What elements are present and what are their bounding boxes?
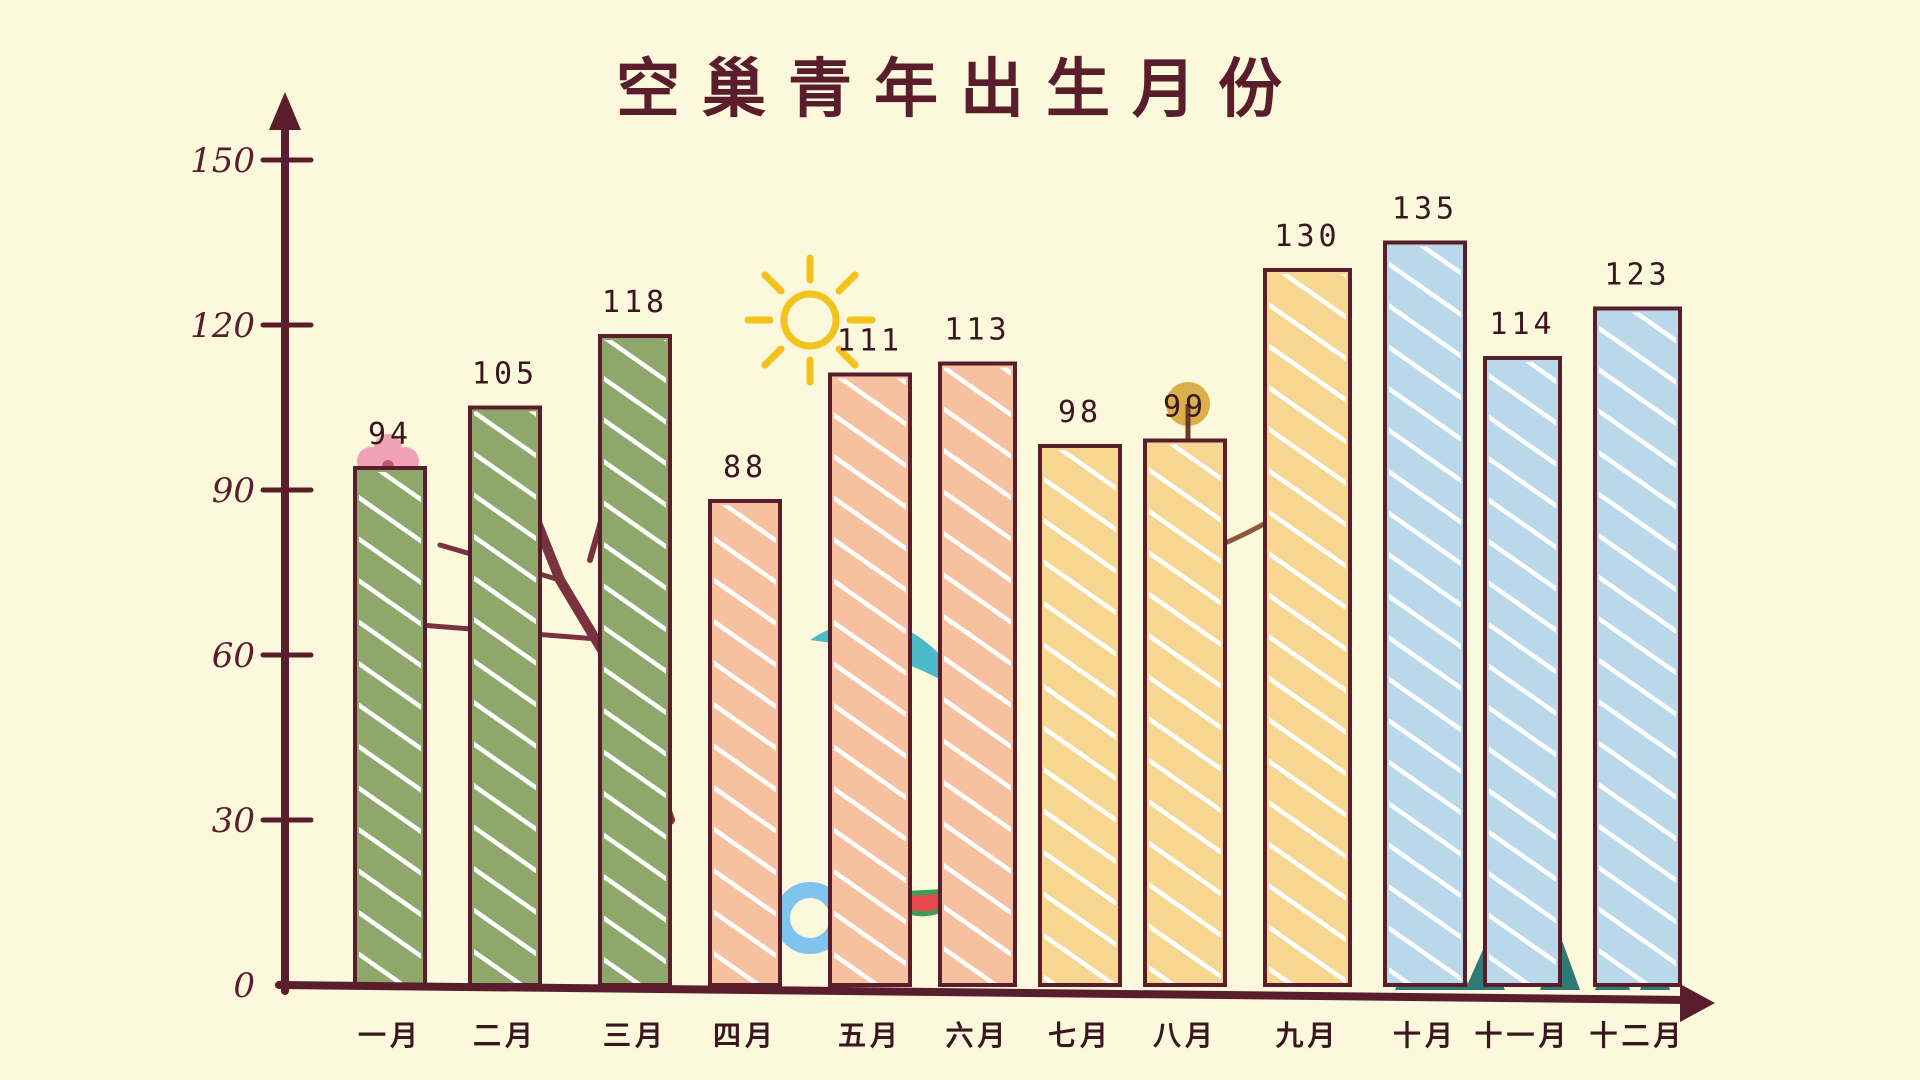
bar-6 (938, 361, 1017, 987)
bar-value-label: 88 (723, 450, 767, 485)
y-tick-label: 30 (212, 801, 255, 841)
bar-5 (828, 372, 912, 987)
bar-value-label: 99 (1163, 390, 1207, 425)
bar-value-label: 113 (944, 313, 1010, 348)
x-tick-label: 六月 (945, 1019, 1009, 1052)
bar-value-label: 98 (1058, 395, 1102, 430)
bars-layer (353, 240, 1682, 987)
x-tick-label: 一月 (358, 1019, 422, 1052)
bar-2 (468, 405, 542, 987)
x-tick-label: 八月 (1153, 1019, 1217, 1052)
bar-value-label: 111 (837, 324, 903, 359)
y-axis-arrow-icon (269, 92, 301, 130)
chart-title: 空巢青年出生月份 (616, 53, 1304, 127)
bar-stripes (1149, 444, 1221, 983)
axes-layer (260, 92, 1715, 1022)
y-tick-label: 0 (233, 966, 255, 1006)
x-tick-label: 十一月 (1474, 1019, 1570, 1052)
bar-value-label: 130 (1274, 219, 1340, 254)
bar-stripes (1044, 450, 1116, 983)
bar-stripes (834, 378, 906, 983)
bar-value-label: 114 (1489, 307, 1555, 342)
x-tick-label: 三月 (603, 1019, 667, 1052)
bar-9 (1263, 268, 1352, 987)
x-tick-label: 十月 (1393, 1019, 1457, 1052)
sun-icon (744, 254, 876, 386)
x-axis-line (275, 981, 1694, 1004)
x-tick-label: 七月 (1048, 1019, 1112, 1052)
bar-stripes (1389, 246, 1461, 983)
autumn-tree-icon (1166, 382, 1210, 440)
x-tick-label: 二月 (473, 1019, 537, 1052)
bar-stripes (359, 472, 421, 983)
bar-value-label: 123 (1604, 258, 1670, 293)
bar-stripes (944, 367, 1011, 983)
y-tick-label: 150 (190, 141, 255, 181)
x-axis-arrow-icon (1680, 984, 1715, 1022)
bar-3 (598, 334, 672, 987)
bar-stripes (1269, 274, 1346, 983)
bar-12 (1593, 306, 1682, 987)
bar-value-label: 118 (602, 285, 668, 320)
y-tick-label: 90 (212, 471, 255, 511)
bar-stripes (1599, 312, 1676, 983)
bar-stripes (714, 505, 776, 983)
bar-8 (1143, 438, 1227, 987)
x-tick-label: 五月 (838, 1019, 902, 1052)
bar-value-label: 105 (472, 357, 538, 392)
y-tick-label: 120 (190, 306, 255, 346)
bar-value-label: 135 (1392, 192, 1458, 227)
x-tick-label: 十二月 (1589, 1019, 1685, 1052)
y-tick-label: 60 (212, 636, 255, 676)
x-tick-label: 四月 (713, 1019, 777, 1052)
bar-10 (1383, 240, 1467, 987)
bar-value-label: 94 (368, 417, 412, 452)
bar-7 (1038, 444, 1122, 987)
bar-4 (708, 499, 782, 987)
bar-11 (1483, 356, 1562, 987)
bar-stripes (604, 340, 666, 983)
bar-stripes (474, 411, 536, 983)
labels-layer: 94 一月 105 二月 118 三月 88 四月 111 五月 113 六月 98 七月 99 八月 130 九… (190, 141, 1685, 1052)
bar-stripes (1489, 362, 1556, 983)
bar-1 (353, 466, 427, 987)
x-tick-label: 九月 (1275, 1019, 1339, 1052)
